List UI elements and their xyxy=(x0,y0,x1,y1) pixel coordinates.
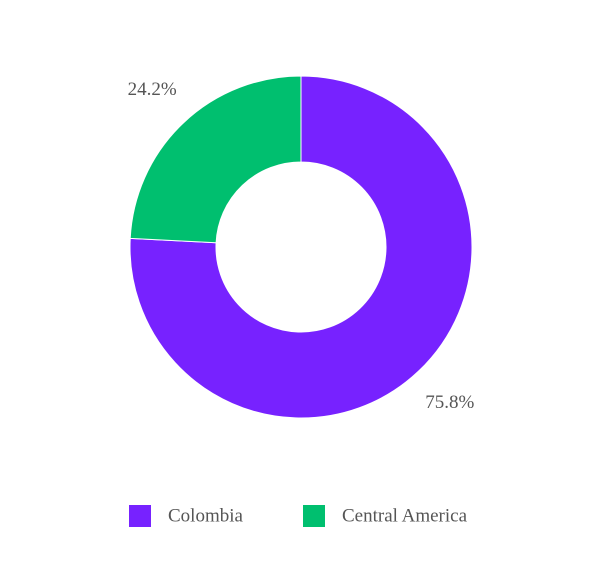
donut-slice xyxy=(129,75,473,419)
legend-swatch xyxy=(303,505,325,527)
legend-swatch xyxy=(129,505,151,527)
legend-label: Central America xyxy=(342,505,468,526)
legend-label: Colombia xyxy=(168,505,244,526)
donut-slice xyxy=(129,75,302,244)
data-label: 24.2% xyxy=(128,79,177,100)
data-label: 75.8% xyxy=(425,392,474,413)
